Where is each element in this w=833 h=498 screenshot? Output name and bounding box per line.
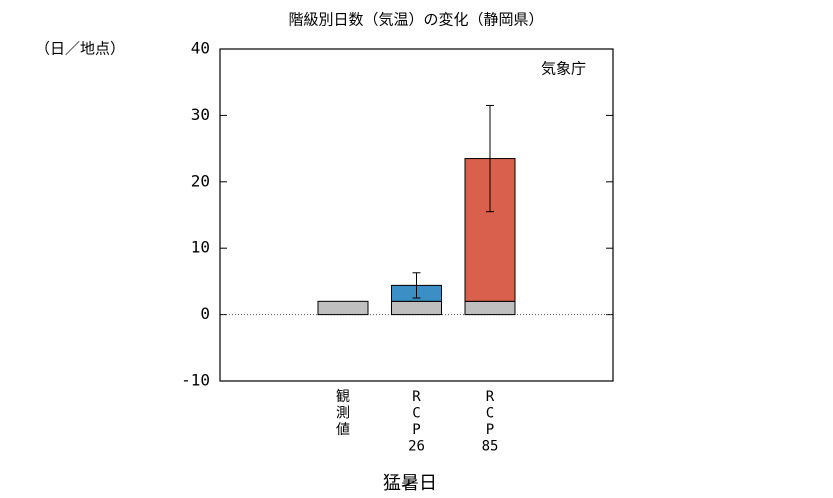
bar	[391, 300, 442, 316]
y-axis-label: （日／地点）	[35, 40, 125, 58]
x-tick-label: P	[486, 422, 494, 438]
x-tick-label: 85	[482, 439, 499, 455]
chart-title: 階級別日数（気温）の変化（静岡県）	[288, 11, 543, 29]
bar	[317, 300, 369, 316]
y-tick-label: 10	[191, 238, 210, 257]
y-tick-label: 0	[200, 304, 210, 323]
annotation: 気象庁	[541, 60, 586, 78]
y-tick-label: -10	[181, 371, 210, 390]
x-tick-label: 26	[408, 439, 425, 455]
y-tick-label: 30	[191, 105, 210, 124]
x-tick-label: P	[412, 422, 420, 438]
y-tick-label: 40	[191, 39, 210, 58]
x-axis-label: 猛暑日	[383, 473, 437, 494]
x-tick-label: C	[412, 406, 420, 422]
x-tick-label: R	[412, 389, 421, 405]
x-tick-label: 観	[336, 388, 350, 405]
bar	[464, 300, 516, 316]
x-tick-label: 測	[336, 406, 350, 422]
x-tick-label: R	[486, 389, 495, 405]
x-tick-label: 値	[336, 422, 350, 438]
plot-frame	[219, 48, 614, 382]
y-tick-label: 20	[191, 171, 210, 190]
x-tick-label: C	[486, 406, 494, 422]
